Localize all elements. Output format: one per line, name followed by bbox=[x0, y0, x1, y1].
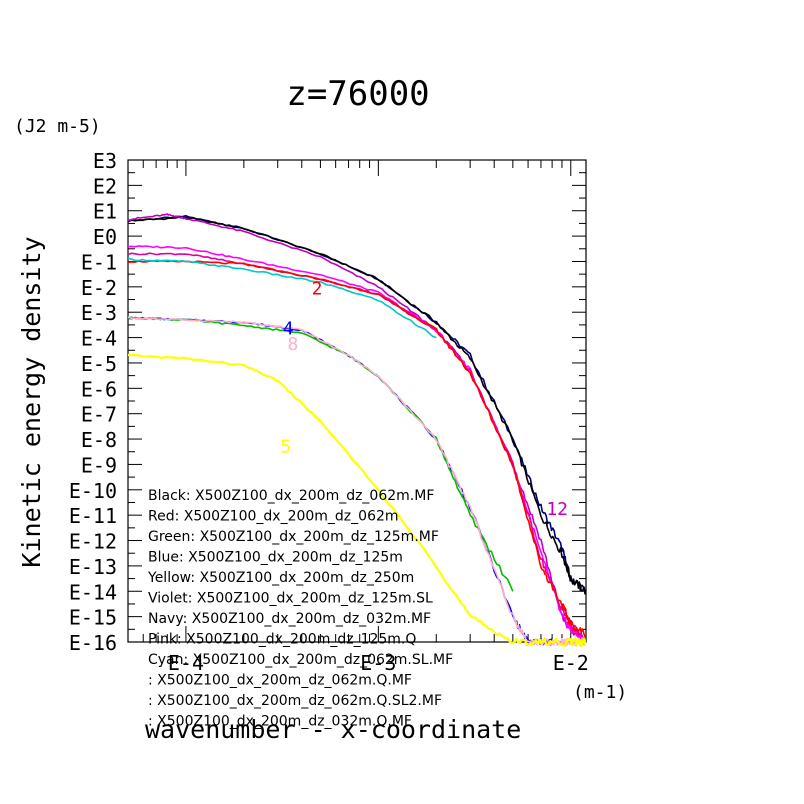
series-line-cyan bbox=[128, 257, 437, 339]
series-line-yellow bbox=[128, 353, 586, 648]
x-tick-label: E-3 bbox=[360, 651, 396, 675]
y-tick-label: E-3 bbox=[81, 301, 117, 325]
x-axis-label: wavenumber - x-coordinate bbox=[145, 715, 521, 744]
curve-label: 4 bbox=[283, 319, 294, 340]
y-tick-label: E-1 bbox=[81, 250, 117, 274]
y-tick-label: E-7 bbox=[81, 403, 117, 427]
legend-entry: Navy: X500Z100_dx_200m_dz_032m.MF bbox=[148, 611, 431, 627]
y-tick-label: E-11 bbox=[69, 504, 117, 528]
chart-title: z=76000 bbox=[286, 74, 429, 114]
legend-entry: : X500Z100_dx_200m_dz_032m.Q.MF bbox=[148, 714, 412, 730]
x-tick-label: E-2 bbox=[553, 651, 589, 675]
legend-entry: Cyan: X500Z100_dx_200m_dz_062m.SL.MF bbox=[148, 652, 453, 668]
y-tick-label: E-5 bbox=[81, 352, 117, 376]
y-tick-label: E-12 bbox=[69, 530, 117, 554]
y-tick-label: E-10 bbox=[69, 479, 117, 503]
y-tick-label: E-9 bbox=[81, 453, 117, 477]
legend-entry: Green: X500Z100_dx_200m_dz_125m.MF bbox=[148, 529, 439, 545]
legend-entry: : X500Z100_dx_200m_dz_062m.Q.MF bbox=[148, 673, 412, 689]
x-units-label: (m-1) bbox=[573, 682, 627, 703]
x-tick-label: E-4 bbox=[168, 651, 204, 675]
y-tick-label: E-2 bbox=[81, 276, 117, 300]
y-tick-label: E-6 bbox=[81, 377, 117, 401]
legend-entry: Violet: X500Z100_dx_200m_dz_125m.SL bbox=[148, 591, 433, 607]
curve-label: 12 bbox=[546, 499, 568, 520]
y-axis-label: Kinetic energy density bbox=[17, 236, 46, 567]
y-tick-label: E-15 bbox=[69, 606, 117, 630]
y-tick-label: E3 bbox=[93, 149, 117, 173]
legend-entry: : X500Z100_dx_200m_dz_062m.Q.SL2.MF bbox=[148, 693, 442, 709]
legend-entry: Pink: X500Z100_dx_200m_dz_125m.Q bbox=[148, 632, 416, 648]
y-tick-label: E-13 bbox=[69, 555, 117, 579]
series-group bbox=[128, 213, 586, 648]
legend-entry: Red: X500Z100_dx_200m_dz_062m bbox=[148, 509, 399, 525]
y-tick-label: E1 bbox=[93, 200, 117, 224]
y-tick-label: E-8 bbox=[81, 428, 117, 452]
plot-area: E3E2E1E0E-1E-2E-3E-4E-5E-6E-7E-8E-9E-10E… bbox=[69, 149, 589, 675]
curve-label: 2 bbox=[312, 278, 323, 299]
y-tick-label: E2 bbox=[93, 174, 117, 198]
y-tick-label: E0 bbox=[93, 225, 117, 249]
y-units-label: (J2 m-5) bbox=[14, 116, 101, 137]
legend-entry: Black: X500Z100_dx_200m_dz_062m.MF bbox=[148, 488, 434, 504]
curve-label: 8 bbox=[288, 334, 299, 355]
legend-entry: Yellow: X500Z100_dx_200m_dz_250m bbox=[147, 570, 414, 586]
y-tick-label: E-4 bbox=[81, 327, 117, 351]
legend: Black: X500Z100_dx_200m_dz_062m.MF Red: X… bbox=[147, 488, 453, 730]
series-line-black bbox=[128, 216, 586, 595]
curve-label: 5 bbox=[280, 436, 291, 457]
y-tick-label: E-16 bbox=[69, 631, 117, 655]
series-line-red bbox=[128, 259, 586, 638]
legend-entry: Blue: X500Z100_dx_200m_dz_125m bbox=[148, 550, 403, 566]
y-tick-label: E-14 bbox=[69, 580, 117, 604]
